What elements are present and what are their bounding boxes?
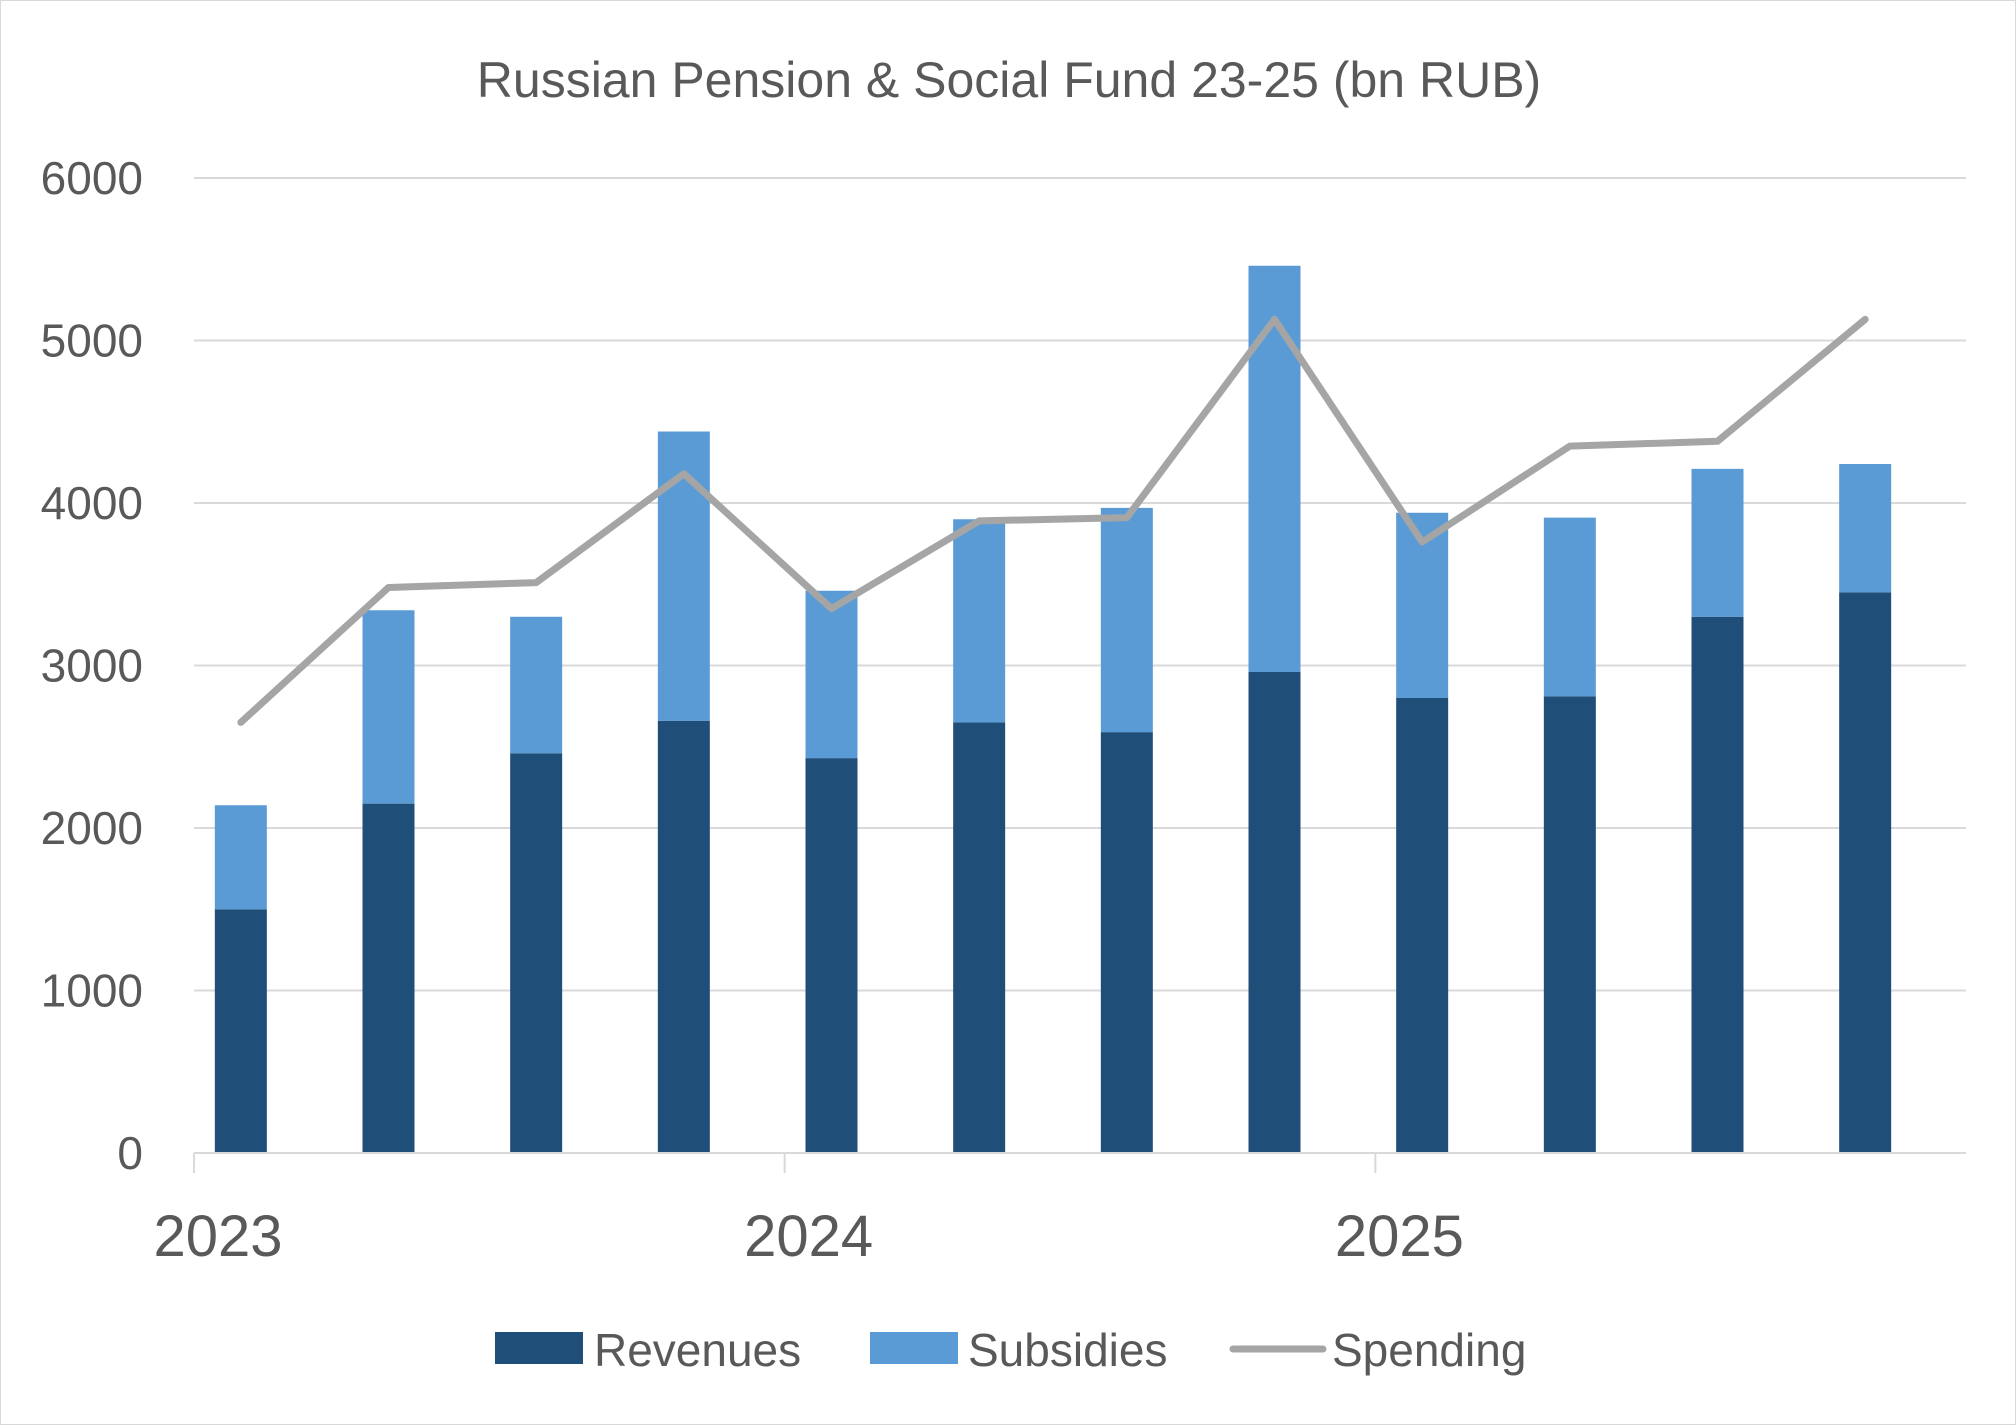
subsidies-bar-1 xyxy=(214,805,267,910)
y-tick-label-6000: 6000 xyxy=(41,152,143,204)
revenues-bar-3 xyxy=(510,753,563,1153)
subsidies-bar-6 xyxy=(953,519,1006,723)
revenues-bar-12 xyxy=(1839,592,1892,1153)
subsidies-bar-12 xyxy=(1839,464,1892,593)
chart-title: Russian Pension & Social Fund 23-25 (bn … xyxy=(477,52,1541,108)
y-tick-label-0: 0 xyxy=(117,1127,143,1179)
spending-line-group xyxy=(237,315,1869,726)
subsidies-bar-5 xyxy=(805,590,858,759)
revenues-bar-1 xyxy=(214,909,267,1153)
legend-swatch-revenues xyxy=(495,1332,583,1364)
x-tick-label-2023: 2023 xyxy=(153,1204,282,1269)
subsidies-bar-4 xyxy=(657,431,710,721)
y-tick-label-3000: 3000 xyxy=(41,640,143,692)
spending-line xyxy=(237,315,1869,726)
subsidies-bar-2 xyxy=(362,610,415,804)
y-tick-label-5000: 5000 xyxy=(41,315,143,367)
subsidies-bar-10 xyxy=(1543,517,1596,697)
y-tick-label-4000: 4000 xyxy=(41,477,143,529)
revenues-bar-11 xyxy=(1691,616,1744,1153)
revenues-bar-5 xyxy=(805,758,858,1153)
subsidies-bar-8 xyxy=(1248,265,1301,672)
subsidies-bar-3 xyxy=(510,616,563,754)
legend-label-subsidies: Subsidies xyxy=(968,1324,1167,1376)
legend: Revenues Subsidies Spending xyxy=(495,1324,1526,1376)
x-axis: 2023 2024 2025 xyxy=(153,1152,1966,1269)
legend-swatch-subsidies xyxy=(870,1332,958,1364)
y-axis: 0 1000 2000 3000 4000 5000 6000 xyxy=(41,152,143,1179)
x-tick-label-2024: 2024 xyxy=(744,1204,873,1269)
revenues-bar-7 xyxy=(1100,732,1153,1153)
revenues-bar-2 xyxy=(362,803,415,1153)
subsidies-bar-11 xyxy=(1691,468,1744,617)
y-tick-label-2000: 2000 xyxy=(41,802,143,854)
bars xyxy=(214,265,1892,1153)
revenues-bar-10 xyxy=(1543,696,1596,1153)
legend-label-revenues: Revenues xyxy=(594,1324,801,1376)
y-tick-label-1000: 1000 xyxy=(41,965,143,1017)
revenues-bar-8 xyxy=(1248,672,1301,1153)
revenues-bar-9 xyxy=(1396,698,1449,1153)
legend-label-spending: Spending xyxy=(1332,1324,1526,1376)
subsidies-bar-7 xyxy=(1100,507,1153,733)
gridlines xyxy=(194,177,1966,992)
revenues-bar-6 xyxy=(953,722,1006,1153)
revenues-bar-4 xyxy=(657,720,710,1153)
x-tick-label-2025: 2025 xyxy=(1335,1204,1464,1269)
